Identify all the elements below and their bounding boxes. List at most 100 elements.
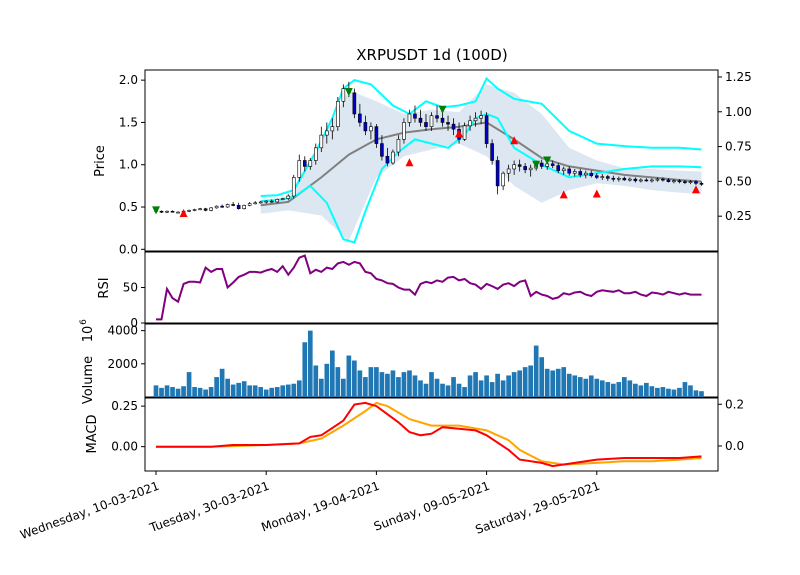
volume-bar	[363, 377, 368, 397]
volume-bar	[655, 387, 660, 397]
volume-bar	[274, 387, 280, 397]
volume-bar	[352, 360, 357, 397]
candle-body	[363, 122, 368, 132]
macd-y-right-tick-label: 0.0	[725, 439, 744, 453]
volume-bar	[693, 390, 699, 397]
volume-bar	[555, 368, 561, 397]
volume-bar	[203, 389, 208, 397]
candle-body	[539, 162, 544, 167]
candle-body	[694, 181, 698, 184]
volume-bar	[462, 387, 467, 397]
candle-body	[413, 113, 417, 119]
candle-body	[336, 100, 340, 127]
candle-body	[490, 143, 494, 161]
chart-title: XRPUSDT 1d (100D)	[356, 46, 507, 64]
volume-bar	[445, 385, 451, 397]
volume-axis-label-group: Volume 10 6	[79, 319, 96, 404]
volume-bar	[649, 386, 655, 397]
volume-bar	[550, 370, 556, 397]
candle-body	[170, 210, 175, 213]
buy-marker	[344, 87, 353, 96]
volume-bar	[313, 365, 319, 397]
volume-bar	[401, 372, 407, 397]
candle-body	[165, 210, 169, 213]
volume-bar	[186, 372, 192, 397]
candle-body	[369, 126, 373, 132]
candle-body	[567, 168, 572, 174]
candle-body	[374, 126, 379, 144]
volume-bar	[418, 380, 423, 397]
volume-bar	[511, 372, 517, 397]
candle-body	[385, 155, 390, 164]
volume-bar	[544, 368, 550, 397]
volume-bar	[644, 382, 649, 397]
macd-y-tick-label: 0.00	[111, 440, 138, 454]
candle-body	[462, 125, 467, 140]
rsi-y-tick-label: 50	[123, 281, 138, 295]
candle-body	[589, 172, 594, 177]
volume-bar	[341, 378, 346, 397]
signal-line	[156, 401, 702, 466]
price-y-right-tick-label: 1.00	[725, 105, 752, 119]
volume-bar	[379, 372, 385, 397]
volume-bar	[324, 363, 330, 397]
volume-bar	[407, 370, 412, 397]
macd-line	[156, 401, 702, 468]
macd-y-right-tick-label: 0.2	[725, 397, 744, 411]
candle-body	[550, 163, 555, 166]
candle-body	[231, 204, 235, 206]
volume-bar	[307, 330, 313, 397]
volume-bar	[219, 368, 225, 397]
volume-bar	[660, 387, 666, 397]
volume-bar	[236, 382, 242, 397]
volume-bar	[241, 381, 247, 397]
candle-body	[313, 147, 318, 161]
volume-bar	[423, 383, 429, 397]
price-y-tick-label: 0.5	[119, 200, 138, 214]
candle-body	[302, 160, 307, 167]
macd-panel	[144, 397, 719, 472]
volume-bar	[247, 385, 253, 397]
candle-body	[402, 122, 406, 140]
candle-body	[225, 204, 230, 208]
rsi-series	[156, 254, 702, 321]
candle-body	[506, 168, 511, 174]
candle-body	[501, 172, 505, 187]
volume-bar	[621, 377, 627, 397]
candle-body	[572, 171, 577, 174]
volume-bar	[170, 387, 175, 397]
candle-body	[606, 176, 610, 179]
volume-bar	[296, 380, 302, 397]
candle-body	[495, 160, 500, 187]
volume-bar	[467, 375, 473, 397]
candle-body	[661, 178, 665, 181]
volume-bar	[269, 387, 275, 397]
candle-body	[424, 122, 428, 127]
candle-body	[512, 164, 516, 170]
candle-body	[297, 160, 302, 178]
x-tick-label: Wednesday, 10-03-2021	[18, 479, 161, 542]
sell-marker	[405, 158, 414, 167]
volume-bar	[594, 378, 600, 397]
candle-body	[600, 176, 605, 178]
candle-body	[242, 205, 246, 210]
candle-body	[446, 122, 450, 125]
candle-body	[176, 211, 180, 214]
volume-bar	[192, 387, 197, 397]
sell-marker	[455, 129, 464, 138]
volume-bar	[473, 372, 478, 397]
volume-bar	[329, 350, 335, 397]
volume-bar	[633, 383, 638, 397]
bollinger-band-fill	[260, 84, 702, 241]
candle-body	[396, 139, 401, 153]
volume-bar	[610, 383, 616, 397]
candle-body	[325, 130, 329, 136]
volume-bar	[583, 378, 589, 397]
volume-bar	[484, 375, 489, 397]
volume-bar	[291, 383, 297, 397]
candle-body	[429, 115, 434, 127]
candle-body	[473, 117, 478, 122]
volume-bar	[368, 367, 374, 397]
volume-bar	[451, 377, 456, 397]
